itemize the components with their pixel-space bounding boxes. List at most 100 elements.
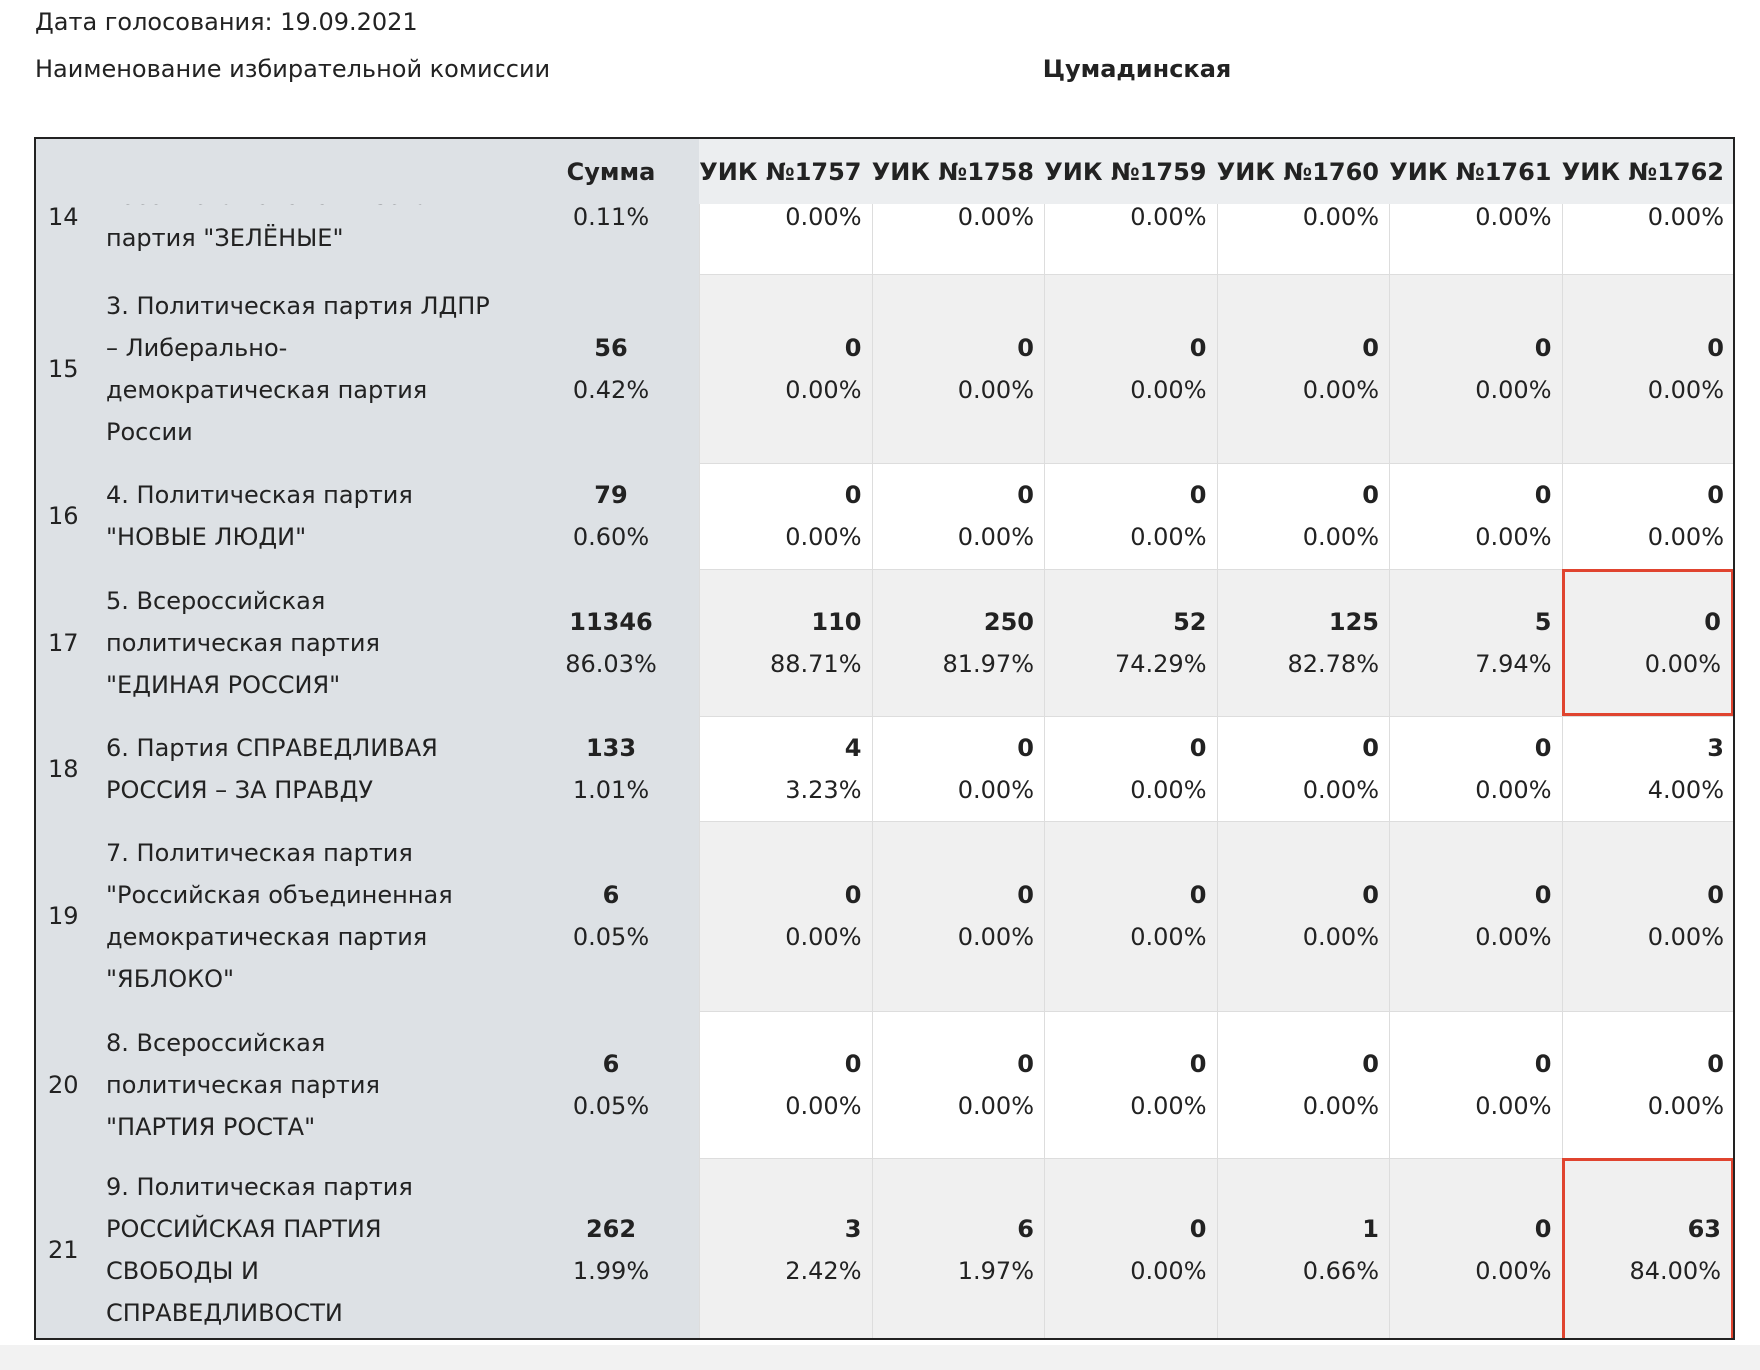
uik-count: 0 [1534, 333, 1552, 362]
sum-count: 6 [602, 1049, 620, 1078]
commission: Цумадинская [1042, 55, 1232, 83]
uik-percent: 0.00% [1475, 375, 1552, 404]
party-name: 6. Партия СПРАВЕДЛИВАЯ РОССИЯ – ЗА ПРАВД… [106, 733, 438, 804]
sum-percent: 0.42% [572, 375, 650, 404]
uik-percent: 0.00% [1130, 1091, 1207, 1120]
uik-count: 0 [1017, 333, 1034, 362]
column-header: Сумма [566, 157, 656, 186]
party-name: 5. Всероссийская политическая партия "ЕД… [106, 586, 380, 699]
uik-cell: 0 0.00% [1561, 1011, 1734, 1158]
sum-count: 56 [594, 333, 628, 362]
uik-cell: 110 88.71% [699, 569, 872, 716]
uik-count: 0 [1189, 881, 1207, 909]
party-name: 4. Политическая партия "НОВЫЕ ЛЮДИ" [106, 481, 413, 551]
uik-count: 0 [1017, 1049, 1034, 1078]
sum-cell: 262 1.99% [530, 1158, 692, 1338]
uik-percent: 0.00% [957, 204, 1034, 231]
column-header: УИК №1760 [1216, 157, 1379, 186]
sum-percent: 0.60% [572, 523, 650, 551]
uik-percent: 0.00% [957, 375, 1034, 404]
uik-percent: 0.00% [1475, 204, 1552, 231]
uik-cell: 0 0.00% [699, 1011, 872, 1158]
uik-cell: 0 0.00% [1389, 716, 1562, 821]
uik-count: 0 [844, 333, 862, 362]
uik-count: 0 [1189, 1049, 1207, 1078]
uik-cell: 0 0.00% [1389, 463, 1562, 569]
uik-cell: 0.00% [1216, 204, 1390, 274]
uik-cell: 0 0.00% [871, 716, 1045, 821]
uik-count: 0 [844, 881, 862, 909]
uik-percent: 0.00% [957, 923, 1034, 951]
uik-cell: 1 0.66% [1216, 1158, 1390, 1338]
sum-percent: 0.05% [572, 1091, 650, 1120]
uik-percent: 88.71% [769, 649, 862, 678]
uik-row-bg [699, 1011, 1733, 1158]
date: 19.09.2021 [280, 8, 418, 36]
uik-row-bg [699, 821, 1733, 1011]
footer-strip [0, 1345, 1760, 1370]
uik-cell: 0 0.00% [699, 274, 872, 463]
uik-cell: 125 82.78% [1216, 569, 1390, 716]
uik-percent: 0.00% [1475, 923, 1552, 951]
sum-cell: 133 1.01% [530, 716, 692, 821]
uik-count: 0 [1362, 1049, 1379, 1078]
uik-percent: 0.00% [1130, 204, 1207, 231]
uik-percent: 0.00% [1130, 375, 1207, 404]
table-header: Сумма УИК №1757 УИК №1758 УИК №1759 УИК №176… [36, 139, 1733, 204]
uik-percent: 0.00% [957, 1091, 1034, 1120]
sum-cell: 6 0.05% [530, 821, 692, 1011]
uik-percent: 0.00% [1302, 1091, 1379, 1120]
uik-cell: 0 0.00% [871, 1011, 1045, 1158]
party-name: 8. Всероссийская политическая партия "ПА… [106, 1028, 380, 1141]
sum-count: 79 [594, 481, 628, 509]
column-header: УИК №1757 [699, 157, 862, 186]
uik-cell: 0 0.00% [1389, 1011, 1562, 1158]
uik-count: 0 [1707, 333, 1724, 362]
uik-percent: 0.00% [785, 923, 862, 951]
uik-cell: 0 0.00% [699, 463, 872, 569]
uik-count: 0 [1189, 481, 1207, 509]
uik-count: 0 [1017, 733, 1034, 762]
sum-percent: 1.01% [572, 775, 650, 804]
uik-percent: 3.23% [785, 775, 862, 804]
uik-percent: 0.00% [1130, 1256, 1207, 1285]
uik-count: 0 [1534, 1049, 1552, 1078]
column-header: УИК №1759 [1044, 157, 1207, 186]
uik-cell: 0 0.00% [1216, 1011, 1390, 1158]
uik-percent: 0.00% [957, 523, 1034, 551]
uik-percent: 0.00% [1302, 523, 1379, 551]
row-number: 15 [48, 354, 79, 383]
uik-cell: 0 0.00% [699, 821, 872, 1011]
sum-percent: 86.03% [565, 649, 657, 678]
uik-percent: 0.00% [1644, 649, 1721, 678]
uik-count: 5 [1534, 607, 1552, 636]
uik-count: 0 [844, 481, 862, 509]
uik-cell: 0 0.00% [1561, 463, 1734, 569]
uik-percent: 0.00% [1475, 523, 1552, 551]
uik-count: 0 [1017, 881, 1034, 909]
uik-cell: 0 0.00% [1216, 274, 1390, 463]
uik-count: 3 [844, 1214, 862, 1243]
row-number: 21 [48, 1235, 79, 1264]
uik-row-bg [699, 274, 1733, 463]
uik-cell: 0 0.00% [871, 463, 1045, 569]
uik-count: 0 [1534, 481, 1552, 509]
sum-cell: 79 0.60% [530, 463, 692, 569]
uik-percent: 0.00% [1647, 375, 1724, 404]
uik-percent: 0.00% [1647, 204, 1724, 231]
uik-row-bg [699, 204, 1733, 274]
commission-label: Наименование избирательной комиссии [35, 55, 551, 83]
uik-percent: 0.00% [1130, 923, 1207, 951]
uik-cell: 3 4.00% [1561, 716, 1734, 821]
uik-cell: 6 1.97% [871, 1158, 1045, 1338]
uik-cell: 0 0.00% [1561, 569, 1733, 716]
uik-cell: 4 3.23% [699, 716, 872, 821]
uik-percent: 82.78% [1287, 649, 1379, 678]
uik-cell: 0.00% [871, 204, 1045, 274]
uik-percent: 0.00% [1302, 775, 1379, 804]
uik-cell: 0 0.00% [1044, 274, 1217, 463]
row-number: 19 [48, 902, 79, 930]
uik-header-bg [699, 139, 1733, 204]
row-number: 20 [48, 1070, 79, 1099]
uik-percent: 0.00% [1475, 775, 1552, 804]
